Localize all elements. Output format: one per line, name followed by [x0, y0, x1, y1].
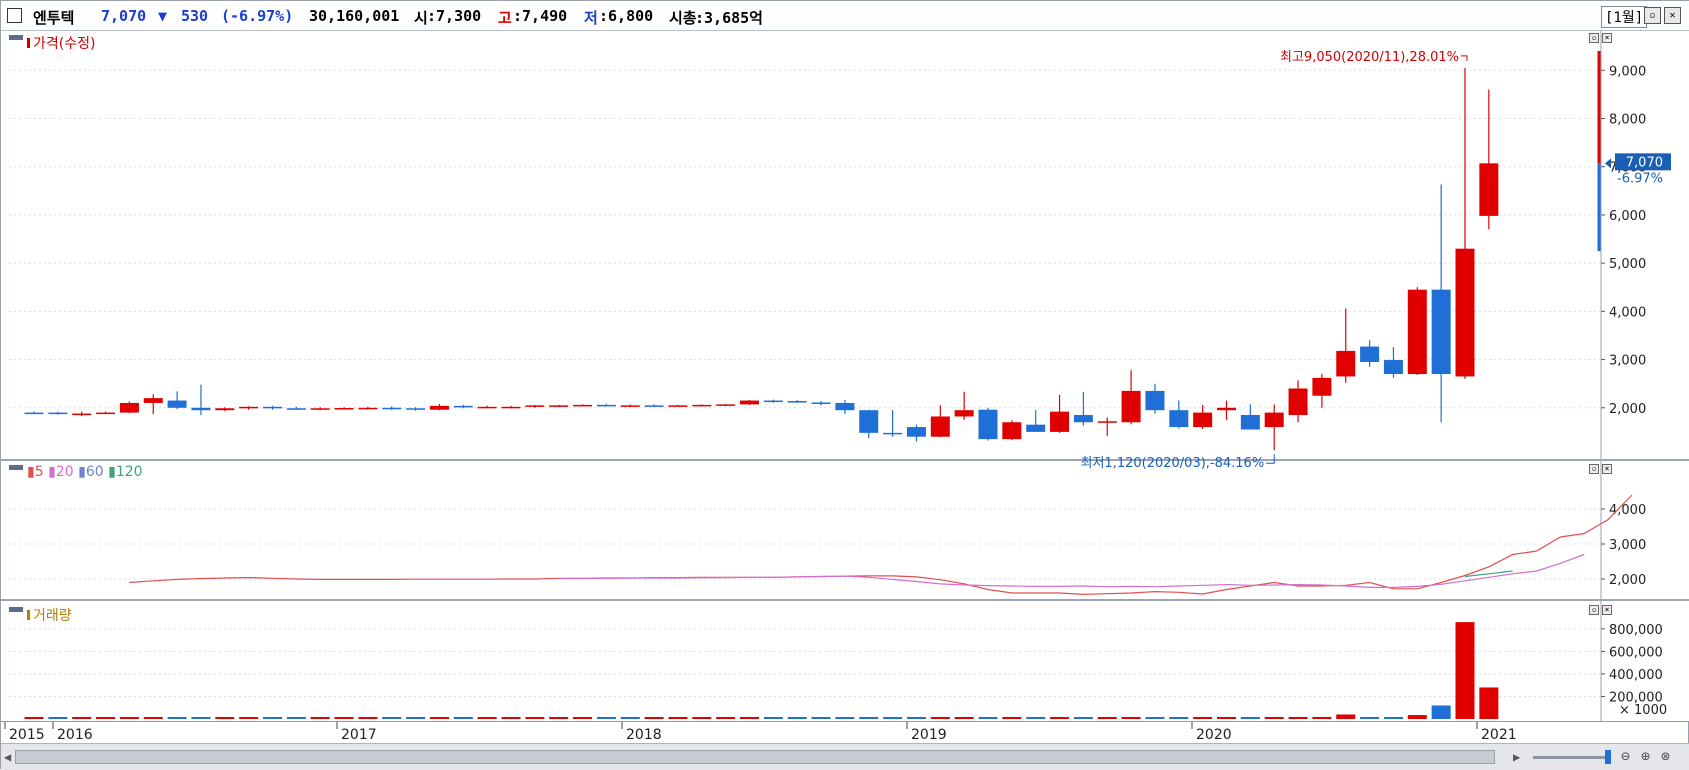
pane-minimize-icon[interactable]: ▫ [1589, 464, 1599, 474]
ma120-label: 120 [115, 464, 143, 480]
quote-header: 엔투텍 7,070 ▼ 530 (-6.97%) 30,160,001 시 :7… [1, 1, 1689, 31]
market-cap-label: 시총 [669, 9, 697, 27]
period-selector[interactable]: [1월] [1601, 6, 1648, 28]
ma5-legend: ▮5 [27, 464, 44, 480]
low-price: :6,800 [599, 7, 654, 25]
scroll-left-icon[interactable]: ◀ [4, 750, 12, 764]
pane-minimize-icon[interactable]: ▫ [1589, 33, 1599, 43]
restore-window-icon[interactable]: ▫ [1644, 7, 1661, 24]
zoom-slider-handle[interactable] [1605, 750, 1611, 764]
pane-divider[interactable] [1, 459, 1689, 461]
legend-marker-icon [27, 610, 30, 620]
open-label: 시 [414, 9, 428, 27]
low-label: 저 [584, 9, 598, 27]
pane-close-icon[interactable]: × [1602, 605, 1612, 615]
ma20-label: 20 [55, 464, 74, 480]
market-cap: :3,685억 [695, 9, 763, 27]
pane-divider[interactable] [1, 599, 1689, 601]
high-label: 고 [498, 9, 512, 27]
ma60-label: 60 [85, 464, 104, 480]
x-tick-label: 2016 [57, 727, 93, 743]
pane-grip-icon[interactable] [9, 465, 23, 470]
price-change: 530 [181, 7, 209, 25]
ma5-label: 5 [34, 464, 44, 480]
x-axis: 2015 2016 2017 2018 2019 2020 2021 [1, 721, 1689, 743]
volume-pane[interactable]: 거래량 ▫ × [1, 601, 1689, 721]
current-price: 7,070 [101, 7, 147, 25]
trade-volume: 30,160,001 [309, 7, 400, 25]
x-tick-label: 2020 [1196, 727, 1232, 743]
high-price: :7,490 [513, 7, 568, 25]
ma-legend: ▮5 ▮20 ▮60 ▮120 [27, 464, 143, 480]
pane-close-icon[interactable]: × [1602, 464, 1612, 474]
zoom-out-icon[interactable]: ⊖ [1621, 747, 1631, 765]
select-checkbox[interactable] [7, 8, 22, 23]
close-window-icon[interactable]: ✕ [1664, 7, 1681, 24]
x-tick-label: 2017 [341, 727, 377, 743]
scroll-thumb[interactable] [15, 750, 1495, 764]
moving-average-pane[interactable]: ▮5 ▮20 ▮60 ▮120 ▫ × [1, 461, 1689, 599]
volume-legend-label: 거래량 [33, 608, 72, 624]
x-tick-label: 2019 [911, 727, 947, 743]
pane-minimize-icon[interactable]: ▫ [1589, 605, 1599, 615]
ma120-legend: ▮120 [108, 464, 143, 480]
x-axis-canvas: 2015 2016 2017 2018 2019 2020 2021 [4, 722, 1517, 743]
x-tick-label: 2018 [626, 727, 662, 743]
price-pane[interactable]: 가격(수정) ▫ × [1, 31, 1689, 459]
volume-legend: 거래량 [27, 605, 72, 625]
price-change-pct: (-6.97%) [221, 7, 294, 25]
stock-name: 엔투텍 [33, 9, 75, 27]
scroll-right-icon[interactable]: ▶ [1513, 750, 1521, 764]
price-legend-label: 가격(수정) [33, 36, 96, 52]
change-arrow-icon: ▼ [158, 7, 168, 25]
chart-scrollbar[interactable]: ◀ ▶ ⊖ ⊕ ⊗ [1, 743, 1689, 770]
price-legend: 가격(수정) [27, 33, 95, 53]
pane-close-icon[interactable]: × [1602, 33, 1612, 43]
pane-grip-icon[interactable] [9, 607, 23, 612]
ma60-legend: ▮60 [78, 464, 104, 480]
legend-marker-icon [27, 38, 30, 48]
x-tick-label: 2021 [1481, 727, 1517, 743]
ma20-legend: ▮20 [48, 464, 74, 480]
zoom-reset-icon[interactable]: ⊗ [1661, 747, 1671, 765]
x-tick-label: 2015 [9, 727, 45, 743]
pane-grip-icon[interactable] [9, 35, 23, 40]
zoom-slider-track[interactable] [1533, 756, 1609, 759]
open-price: :7,300 [427, 7, 482, 25]
zoom-in-icon[interactable]: ⊕ [1641, 747, 1651, 765]
